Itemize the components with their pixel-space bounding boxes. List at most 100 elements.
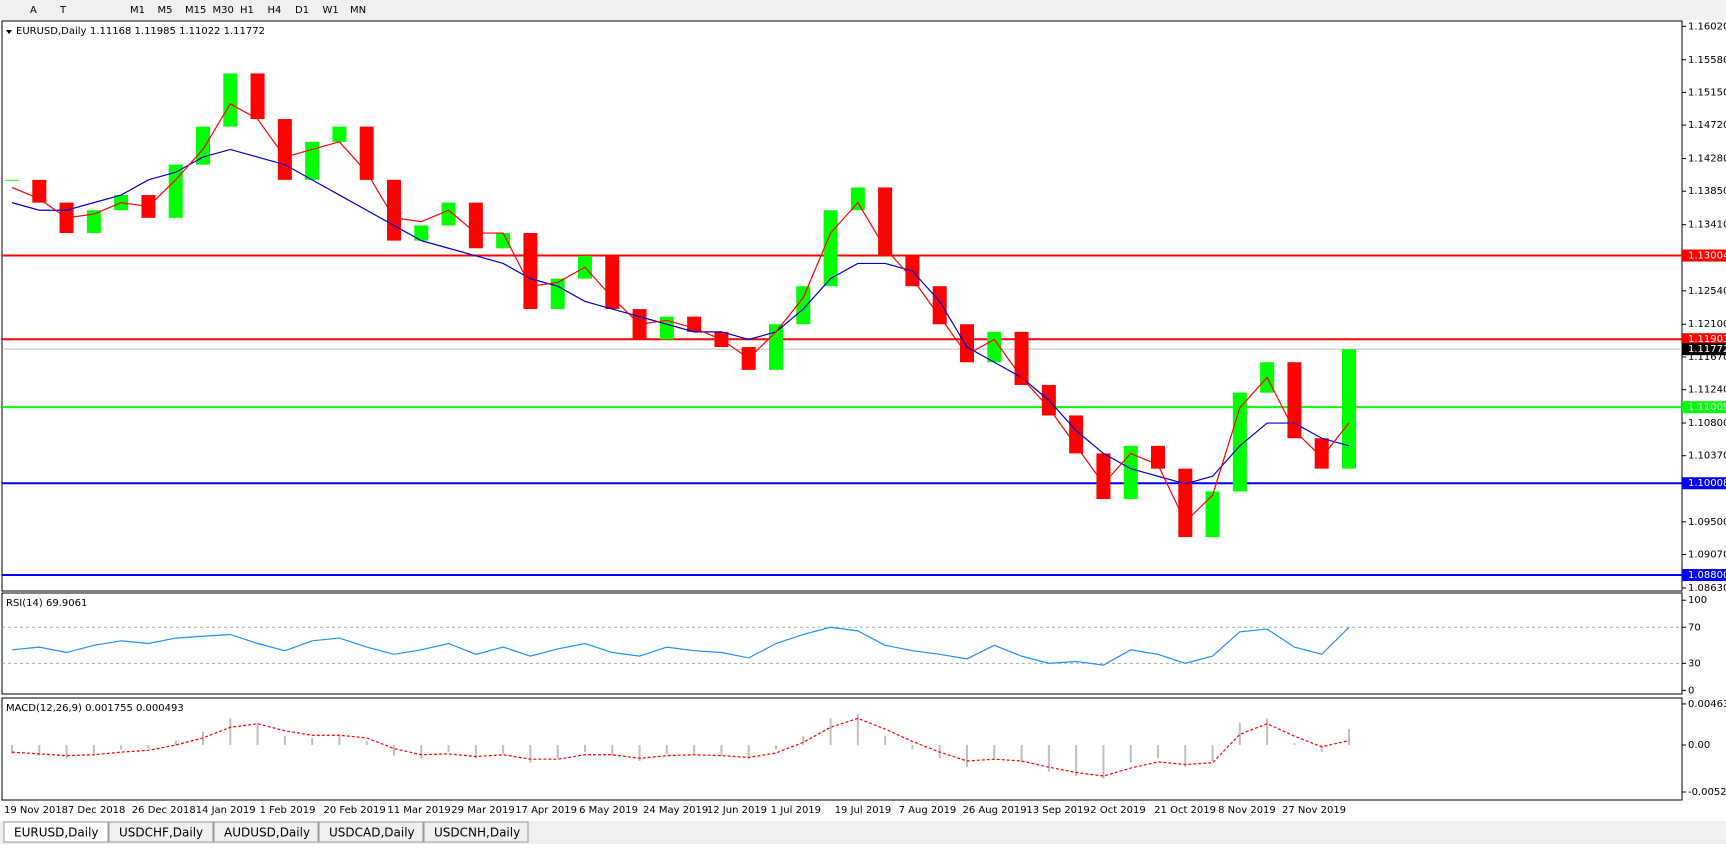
candle [1178, 468, 1193, 538]
y-tick-label: 1.12540 [1688, 286, 1726, 297]
macd-bar [1047, 745, 1050, 772]
x-tick-label: 19 Nov 2018 [4, 805, 68, 816]
candle [932, 286, 947, 325]
timeframe-button[interactable]: M15 [185, 5, 206, 16]
panel-subtitle: 1.11168 1.11985 1.11022 1.11772 [90, 26, 265, 37]
candle [1205, 491, 1220, 538]
macd-bar [256, 722, 259, 746]
timeframe-button[interactable]: M30 [213, 5, 234, 16]
macd-bar [1129, 745, 1132, 763]
candle [277, 119, 292, 180]
tool-button[interactable]: A [30, 5, 37, 16]
candle [387, 179, 401, 241]
tab[interactable] [108, 821, 214, 843]
timeframe-button[interactable]: M5 [158, 5, 173, 16]
y-tick-label: 1.08630 [1688, 583, 1726, 594]
x-tick-label: 6 May 2019 [579, 805, 638, 816]
y-tick-label: 1.15150 [1688, 87, 1726, 98]
candle [441, 202, 456, 226]
macd-bar [1020, 745, 1023, 763]
moving-average [11, 148, 1350, 485]
timeframe-button[interactable]: MN [350, 5, 366, 16]
y-tick-label: 0.00 [1688, 740, 1710, 751]
macd-bar [502, 745, 505, 754]
level-label-box [1682, 569, 1726, 582]
level-label-box [1682, 249, 1726, 262]
y-tick-label: 1.10370 [1688, 451, 1726, 462]
candle [796, 286, 811, 325]
x-tick-label: 14 Jan 2019 [196, 805, 256, 816]
timeframe-button[interactable]: H4 [268, 5, 282, 16]
candle [332, 126, 347, 142]
candle [550, 278, 565, 310]
candle [1342, 349, 1356, 469]
macd-bar [966, 745, 968, 768]
moving-average [11, 103, 1350, 523]
tab[interactable] [423, 821, 529, 843]
level-label: 1.11903 [1688, 334, 1726, 345]
tab-label[interactable]: EURUSD,Daily [14, 826, 99, 840]
tab-label[interactable]: AUDUSD,Daily [224, 826, 310, 840]
y-tick-label: 1.13410 [1688, 220, 1726, 231]
macd-bar [420, 745, 423, 759]
level-label-box [1682, 401, 1726, 414]
macd-bar [174, 740, 177, 746]
macd-bar [11, 745, 13, 754]
candle [987, 331, 1002, 363]
macd-bar [584, 745, 586, 753]
macd-bar [474, 745, 477, 759]
y-tick-label: 0 [1688, 685, 1694, 696]
candle [496, 233, 511, 249]
x-tick-label: 26 Dec 2018 [132, 805, 196, 816]
macd-bar [1211, 745, 1214, 761]
macd-bar [147, 745, 150, 749]
macd-bar [1293, 743, 1296, 746]
toolbar [0, 0, 1726, 20]
y-tick-label: 70 [1688, 622, 1701, 633]
candle [86, 210, 101, 234]
tool-button[interactable]: T [59, 5, 67, 16]
timeframe-button[interactable]: D1 [295, 5, 309, 16]
candle [523, 233, 538, 310]
y-tick-label: 1.14280 [1688, 154, 1726, 165]
tab-label[interactable]: USDCNH,Daily [434, 826, 520, 840]
candle [250, 73, 265, 120]
x-tick-label: 7 Aug 2019 [899, 805, 957, 816]
macd-bar [229, 718, 232, 746]
level-label: 1.11009 [1688, 402, 1726, 413]
tab[interactable] [318, 821, 424, 843]
tab[interactable] [213, 821, 319, 843]
candle [1069, 415, 1084, 454]
timeframe-button[interactable]: H1 [240, 5, 254, 16]
candle [468, 202, 483, 249]
y-tick-label: 1.15580 [1688, 55, 1726, 66]
candle [687, 316, 702, 332]
level-label-box [1682, 333, 1726, 346]
macd-bar [120, 745, 123, 750]
timeframe-button[interactable]: W1 [323, 5, 339, 16]
candle [605, 255, 620, 310]
y-tick-label: 1.16020 [1688, 21, 1726, 32]
level-label-box [1682, 477, 1726, 490]
macd-bar [693, 745, 696, 754]
macd-bar [720, 745, 723, 756]
candle [659, 316, 674, 340]
candle [823, 210, 838, 287]
tab[interactable] [3, 821, 109, 843]
timeframe-button[interactable]: M1 [130, 5, 145, 16]
macd-bar [38, 745, 41, 756]
tab-label[interactable]: USDCHF,Daily [119, 826, 203, 840]
candle [960, 324, 974, 363]
candle [5, 179, 19, 181]
price-panel [1, 20, 1683, 592]
macd-bar [856, 713, 859, 746]
tab-label[interactable]: USDCAD,Daily [329, 826, 415, 840]
x-tick-label: 19 Jul 2019 [835, 805, 892, 816]
dropdown-icon[interactable] [6, 30, 12, 34]
x-tick-label: 29 Mar 2019 [451, 805, 514, 816]
macd-bar [1184, 745, 1187, 768]
macd-bar [1102, 745, 1105, 779]
macd-bar [1238, 722, 1241, 746]
macd-bar [365, 740, 368, 746]
